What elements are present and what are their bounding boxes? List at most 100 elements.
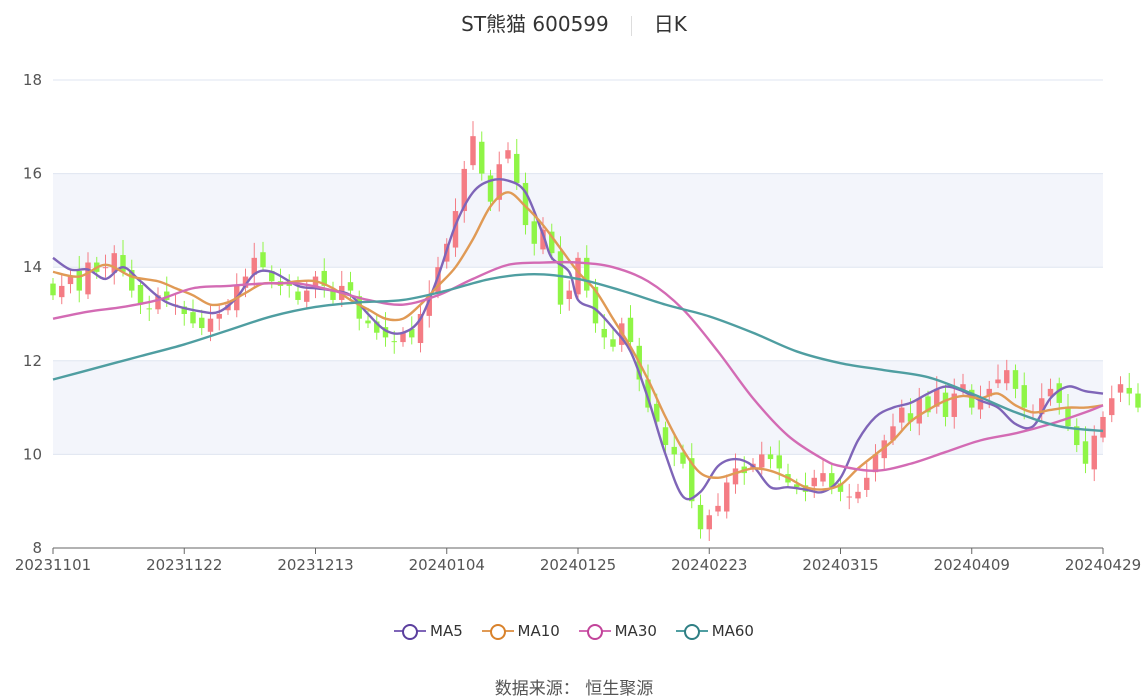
candle-body [890, 426, 896, 441]
candle-body [566, 290, 572, 300]
candle [216, 303, 222, 331]
candle-body [934, 388, 940, 407]
candle [610, 328, 616, 352]
legend-item-ma30[interactable]: MA30 [578, 622, 657, 640]
candle-body [365, 320, 371, 324]
candle-body [1065, 406, 1071, 427]
candle [1126, 372, 1132, 406]
candle-body [102, 267, 109, 269]
candle [129, 259, 135, 298]
candle [1109, 385, 1115, 423]
candle-body [1012, 370, 1019, 389]
candle-body [1082, 441, 1089, 464]
candle-body [662, 427, 669, 446]
y-tick-label: 12 [23, 352, 42, 370]
candle [592, 278, 599, 333]
candle [1091, 425, 1097, 482]
candle-body [242, 276, 249, 288]
candle [339, 270, 345, 307]
candle-body [181, 306, 187, 314]
candle-body [67, 276, 74, 285]
candle-body [146, 308, 152, 310]
x-tick-label: 20231101 [15, 556, 91, 574]
candle-body [76, 270, 82, 291]
candle-body [951, 393, 957, 417]
moving-average-lines [52, 177, 1104, 501]
x-tick-label: 20240125 [540, 556, 616, 574]
legend-item-ma5[interactable]: MA5 [394, 622, 463, 640]
y-axis: 8 10 12 14 16 18 [23, 71, 42, 557]
candle-body [190, 312, 196, 324]
candle-body [452, 211, 459, 248]
candle-body [925, 396, 931, 413]
candle-body [1109, 398, 1115, 416]
candle-body [601, 328, 607, 338]
candle [566, 280, 572, 311]
candle [251, 242, 257, 287]
candle [942, 384, 949, 427]
candle-body [129, 270, 135, 291]
ma-line-ma60 [52, 273, 1104, 433]
candle-body [374, 321, 380, 333]
legend-label-ma60: MA60 [711, 622, 754, 640]
candle-body [575, 257, 581, 295]
candle [1065, 394, 1071, 431]
legend-marker-ma60 [675, 624, 708, 640]
band-0 [53, 173, 1103, 268]
candle-body [461, 168, 467, 212]
candle-body [724, 482, 730, 512]
candle [855, 483, 861, 504]
candle [67, 268, 74, 294]
candle-body [864, 477, 870, 490]
candle-body [855, 491, 861, 499]
candle [864, 462, 870, 497]
legend-item-ma10[interactable]: MA10 [481, 622, 560, 640]
ma-line-ma10 [52, 191, 1104, 491]
candle [312, 270, 319, 299]
candle [1100, 411, 1106, 443]
candle-body [382, 327, 389, 338]
candle-body [776, 455, 782, 469]
candle [321, 258, 327, 298]
candle [811, 469, 817, 498]
candle-body [487, 175, 494, 202]
legend-marker-ma5 [394, 624, 426, 640]
y-tick-label: 14 [23, 258, 42, 276]
candle [1012, 364, 1019, 399]
candle-body [916, 398, 922, 424]
candle [59, 273, 65, 305]
candle [479, 131, 485, 181]
candle [330, 281, 336, 305]
legend-item-ma60[interactable]: MA60 [675, 622, 754, 640]
candle-body [610, 339, 616, 347]
candle-body [794, 484, 800, 488]
candle [426, 280, 432, 328]
candle [146, 295, 152, 322]
candle [662, 421, 669, 455]
candle-body [479, 141, 485, 174]
candle-body [85, 262, 91, 295]
x-tick-label: 20240104 [409, 556, 485, 574]
candle-body [330, 289, 336, 300]
candle-body [435, 267, 441, 294]
candle-body [907, 413, 914, 422]
candle-body [269, 270, 275, 282]
ma-line-ma5 [52, 177, 1104, 501]
candle [111, 245, 117, 285]
candle [671, 434, 677, 467]
candle-body [584, 257, 590, 291]
data-source: 数据来源： 恒生聚源 [494, 679, 654, 699]
candle [269, 265, 275, 289]
candle-body [986, 388, 992, 397]
candle [977, 385, 984, 419]
candle [76, 255, 82, 303]
candle-body [207, 318, 214, 332]
candle [400, 327, 406, 347]
candle [820, 458, 826, 487]
candle-body [942, 392, 949, 417]
candle [724, 474, 730, 519]
candle [50, 277, 56, 300]
candle-body [837, 483, 844, 492]
candle [549, 223, 555, 261]
candle [697, 494, 704, 539]
